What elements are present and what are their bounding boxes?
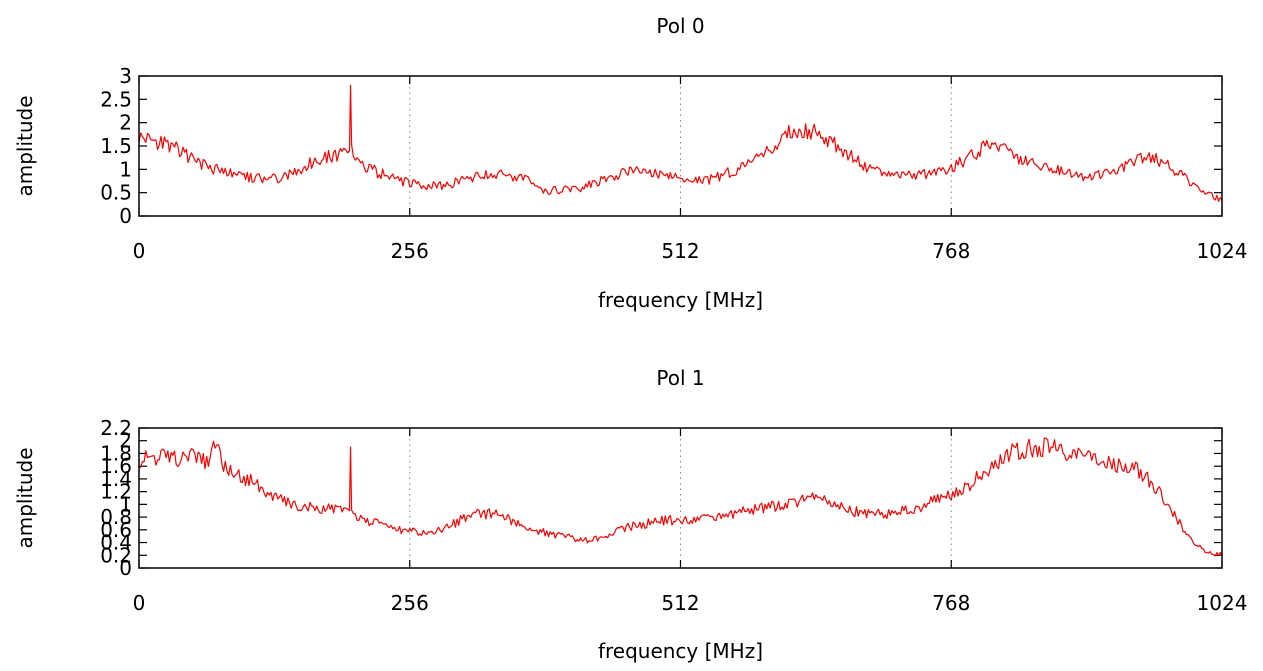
y-tick-label: 2.2 <box>100 416 132 440</box>
x-tick-label: 256 <box>391 591 429 615</box>
y-axis-label: amplitude <box>13 447 37 548</box>
y-axis-label: amplitude <box>13 95 37 196</box>
x-tick-label: 256 <box>391 239 429 263</box>
plot-frame <box>138 75 1223 217</box>
y-tick-label: 1.2 <box>100 480 132 504</box>
chart-title: Pol 1 <box>656 366 704 390</box>
x-tick-label: 512 <box>661 239 699 263</box>
y-tick-label: 1 <box>119 157 132 181</box>
y-tick-label: 1.6 <box>100 454 132 478</box>
y-tick-label: 1.4 <box>100 467 132 491</box>
y-tick-label: 0.8 <box>100 505 132 529</box>
y-tick-label: 2 <box>119 429 132 453</box>
y-tick-label: 0 <box>119 556 132 580</box>
x-tick-label: 768 <box>932 591 970 615</box>
x-tick-label: 768 <box>932 239 970 263</box>
x-tick-label: 0 <box>133 239 146 263</box>
data-line-pol-1 <box>138 437 1223 557</box>
plot-frame <box>138 427 1223 569</box>
x-axis-label: frequency [MHz] <box>598 639 763 663</box>
y-tick-label: 1.8 <box>100 441 132 465</box>
y-tick-label: 0.4 <box>100 531 132 555</box>
x-tick-label: 512 <box>661 591 699 615</box>
x-tick-label: 0 <box>133 591 146 615</box>
y-tick-label: 1 <box>119 492 132 516</box>
y-tick-label: 3 <box>119 64 132 88</box>
y-tick-label: 2.5 <box>100 87 132 111</box>
y-tick-label: 0.5 <box>100 181 132 205</box>
data-line-pol-0 <box>138 84 1223 202</box>
x-axis-label: frequency [MHz] <box>598 288 763 312</box>
chart-title: Pol 0 <box>656 14 704 38</box>
y-tick-label: 0.2 <box>100 543 132 567</box>
y-tick-label: 0 <box>119 204 132 228</box>
y-tick-label: 1.5 <box>100 134 132 158</box>
y-tick-label: 2 <box>119 111 132 135</box>
x-tick-label: 1024 <box>1197 591 1248 615</box>
y-tick-label: 0.6 <box>100 518 132 542</box>
x-tick-label: 1024 <box>1197 239 1248 263</box>
